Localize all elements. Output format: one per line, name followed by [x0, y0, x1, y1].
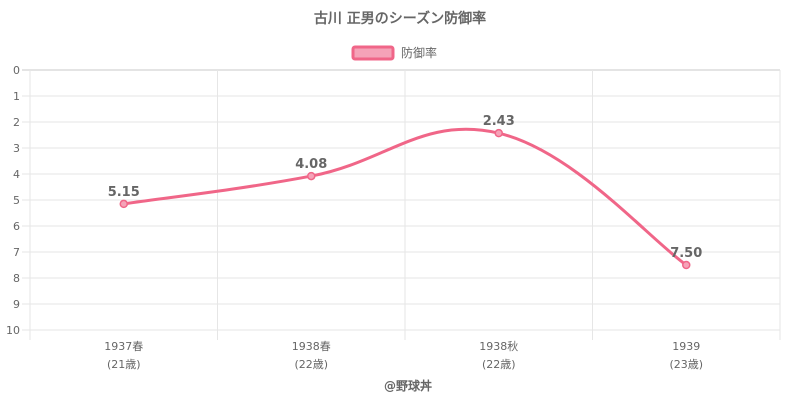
series-era — [119, 127, 691, 270]
x-tick-age-label: (22歳) — [482, 358, 516, 371]
y-tick-label: 3 — [13, 142, 20, 155]
y-tick-label: 8 — [13, 272, 20, 285]
chart-title: 古川 正男のシーズン防御率 — [314, 10, 486, 27]
y-tick-label: 5 — [13, 194, 20, 207]
y-tick-label: 0 — [13, 64, 20, 77]
y-axis-ticks: 0 1 2 3 4 5 6 7 8 9 10 — [6, 64, 20, 337]
data-label: 4.08 — [295, 157, 327, 172]
x-tick-age-label: (22歳) — [294, 358, 328, 371]
y-tick-label: 10 — [6, 324, 20, 337]
y-tick-label: 1 — [13, 90, 20, 103]
legend-label: 防御率 — [401, 45, 437, 60]
legend[interactable]: 防御率 — [351, 45, 437, 61]
data-labels: 5.15 4.08 2.43 7.50 — [108, 114, 703, 261]
y-tick-label: 4 — [13, 168, 20, 181]
x-tick-label: 1939 — [672, 340, 700, 353]
credit-text: @野球丼 — [384, 378, 432, 393]
y-tick-label: 6 — [13, 220, 20, 233]
data-label: 5.15 — [108, 185, 140, 200]
x-tick-age-label: (21歳) — [107, 358, 141, 371]
x-tick-label: 1937春 — [104, 340, 143, 353]
y-tick-label: 2 — [13, 116, 20, 129]
grid — [22, 69, 781, 340]
x-axis-ticks: 1937春 (21歳) 1938春 (22歳) 1938秋 (22歳) 1939 (23歳) — [104, 339, 703, 371]
data-label: 7.50 — [670, 246, 702, 261]
data-point[interactable] — [119, 199, 128, 209]
x-tick-label: 1938春 — [292, 340, 331, 353]
x-tick-label: 1938秋 — [479, 339, 518, 353]
legend-swatch — [351, 45, 395, 61]
y-tick-label: 9 — [13, 298, 20, 311]
data-point[interactable] — [682, 260, 691, 270]
data-point[interactable] — [494, 128, 503, 138]
data-point[interactable] — [307, 171, 316, 181]
x-tick-age-label: (23歳) — [669, 358, 703, 371]
data-label: 2.43 — [483, 114, 515, 129]
series-line — [123, 127, 688, 267]
y-tick-label: 7 — [13, 246, 20, 259]
